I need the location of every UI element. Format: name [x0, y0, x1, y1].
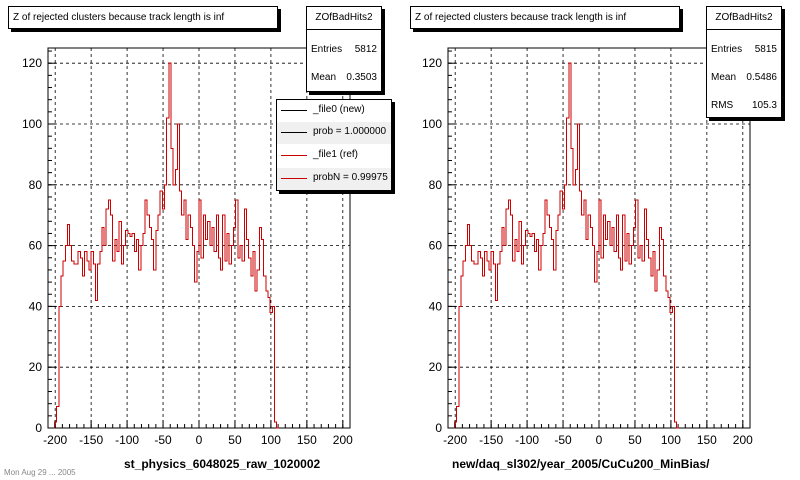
right-y-tick-label: 120 — [422, 56, 442, 70]
right-stats-entries: Entries 5815 — [711, 43, 777, 57]
left-y-tick-label: 120 — [22, 56, 42, 70]
left-x-tick-label: 0 — [196, 433, 203, 447]
left-stats-entries: Entries 5812 — [311, 43, 377, 57]
left-x-tick-label: -150 — [79, 433, 103, 447]
stats-key: Mean — [311, 72, 337, 83]
left-histogram-series-1 — [53, 62, 279, 429]
right-x-tick-label: -200 — [443, 433, 467, 447]
right-y-tick-label: 60 — [429, 239, 443, 253]
stats-key: Entries — [311, 44, 343, 55]
right-stats-rms: RMS 105.3 — [711, 99, 777, 113]
legend-label: _file1 (ref) — [313, 149, 359, 160]
right-y-tick-label: 20 — [429, 360, 443, 374]
left-x-axis-title: st_physics_6048025_raw_1020002 — [124, 457, 321, 471]
footer-timestamp: Mon Aug 29 ... 2005 — [4, 468, 76, 477]
right-x-tick-label: 50 — [628, 433, 642, 447]
stats-value: 105.3 — [751, 100, 777, 111]
right-x-tick-label: -150 — [479, 433, 503, 447]
legend-line-red — [281, 178, 307, 179]
left-stats-box: ZOfBadHits2 Entries 5812 Mean 0.3503 — [306, 6, 382, 92]
stats-key: Entries — [711, 44, 743, 55]
left-y-tick-label: 80 — [29, 178, 43, 192]
legend-entry-prob: prob = 1.000000 — [277, 122, 391, 144]
right-x-tick-label: 200 — [733, 433, 753, 447]
legend-line-black — [281, 132, 307, 133]
right-y-tick-label: 80 — [429, 178, 443, 192]
stats-value: 5812 — [354, 44, 377, 55]
stats-value: 0.3503 — [346, 72, 377, 83]
left-y-tick-label: 40 — [29, 299, 43, 313]
left-legend-box: _file0 (new) prob = 1.000000 _file1 (ref… — [276, 99, 392, 191]
legend-label: _file0 (new) — [313, 104, 365, 115]
left-x-tick-label: -200 — [43, 433, 67, 447]
right-x-tick-label: 0 — [596, 433, 603, 447]
left-y-tick-label: 0 — [35, 421, 42, 435]
left-title-text: Z of rejected clusters because track len… — [13, 12, 225, 23]
left-x-tick-label: 50 — [228, 433, 242, 447]
right-stats-name: ZOfBadHits2 — [707, 7, 781, 30]
right-y-tick-label: 0 — [435, 421, 442, 435]
left-x-tick-label: 100 — [261, 433, 281, 447]
stats-value: 5815 — [754, 44, 777, 55]
legend-entry-new: _file0 (new) — [277, 100, 391, 122]
stats-key: Mean — [711, 72, 737, 83]
left-x-tick-label: 200 — [333, 433, 353, 447]
right-title-box: Z of rejected clusters because track len… — [410, 6, 680, 29]
left-y-tick-label: 60 — [29, 239, 43, 253]
legend-label: probN = 0.99975 — [313, 172, 388, 183]
legend-entry-probn: probN = 0.99975 — [277, 168, 391, 190]
left-x-tick-label: -100 — [115, 433, 139, 447]
left-stats-name: ZOfBadHits2 — [307, 7, 381, 30]
right-x-tick-label: 150 — [697, 433, 717, 447]
legend-entry-ref: _file1 (ref) — [277, 145, 391, 167]
left-y-tick-label: 100 — [22, 117, 42, 131]
right-x-tick-label: 100 — [661, 433, 681, 447]
legend-line-black — [281, 110, 307, 111]
right-y-tick-label: 100 — [422, 117, 442, 131]
right-stats-box: ZOfBadHits2 Entries 5815 Mean 0.5486 RMS… — [706, 6, 782, 118]
right-x-tick-label: -50 — [554, 433, 572, 447]
right-title-text: Z of rejected clusters because track len… — [415, 12, 627, 23]
left-x-tick-label: -50 — [154, 433, 172, 447]
right-x-tick-label: -100 — [515, 433, 539, 447]
legend-label: prob = 1.000000 — [313, 126, 387, 137]
stats-key: RMS — [711, 100, 734, 111]
right-x-axis-title: new/daq_sl302/year_2005/CuCu200_MinBias/ — [452, 457, 710, 471]
left-y-tick-label: 20 — [29, 360, 43, 374]
left-x-tick-label: 150 — [297, 433, 317, 447]
right-histogram-series-0 — [453, 62, 679, 429]
legend-line-red — [281, 155, 307, 156]
stats-value: 0.5486 — [746, 72, 777, 83]
right-stats-mean: Mean 0.5486 — [711, 71, 777, 85]
left-stats-mean: Mean 0.3503 — [311, 71, 377, 85]
left-title-box: Z of rejected clusters because track len… — [8, 6, 278, 29]
right-y-tick-label: 40 — [429, 299, 443, 313]
